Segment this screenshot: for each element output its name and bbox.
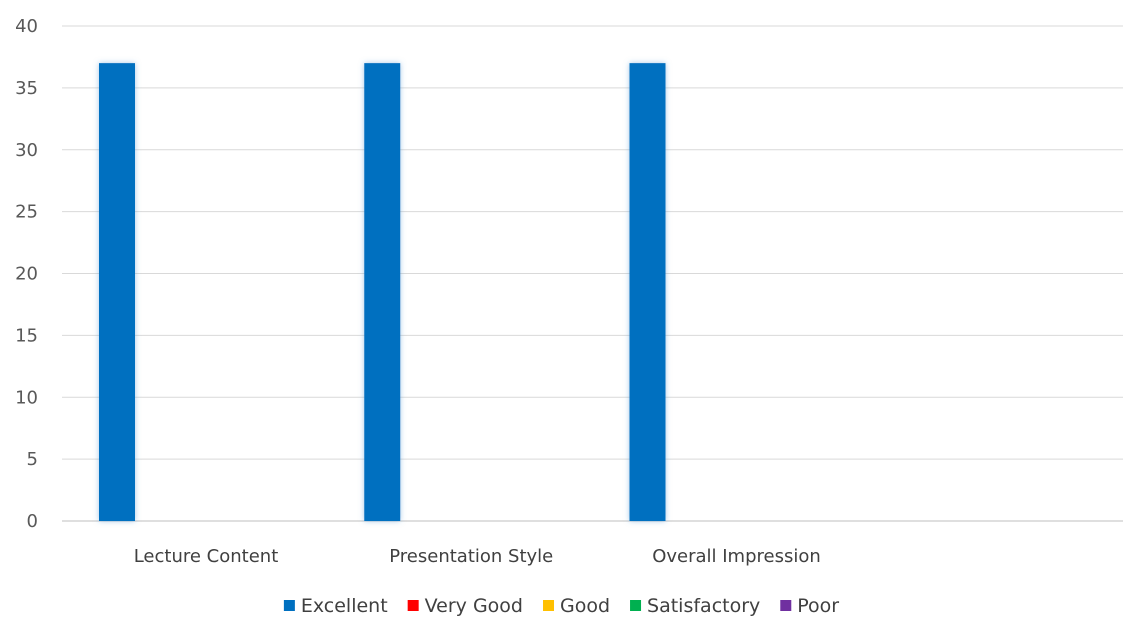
y-tick-label: 5 bbox=[27, 449, 38, 470]
legend-label: Satisfactory bbox=[647, 595, 760, 617]
x-category-label: Presentation Style bbox=[389, 546, 553, 567]
legend-label: Poor bbox=[797, 595, 839, 617]
y-tick-label: 10 bbox=[15, 387, 38, 408]
y-tick-label: 15 bbox=[15, 325, 38, 346]
y-tick-label: 30 bbox=[15, 140, 38, 161]
legend-item-excellent: Excellent bbox=[284, 595, 388, 617]
x-category-label: Overall Impression bbox=[652, 546, 821, 567]
legend-label: Excellent bbox=[301, 595, 388, 617]
legend-item-very-good: Very Good bbox=[408, 595, 523, 617]
bars bbox=[99, 63, 666, 521]
y-tick-label: 0 bbox=[27, 511, 38, 532]
x-category-label: Lecture Content bbox=[134, 546, 279, 567]
legend-swatch bbox=[543, 600, 554, 611]
legend-item-good: Good bbox=[543, 595, 610, 617]
y-tick-label: 40 bbox=[15, 16, 38, 37]
legend-item-satisfactory: Satisfactory bbox=[630, 595, 760, 617]
x-axis-category-labels: Lecture Content Presentation Style Overall… bbox=[134, 546, 821, 567]
y-tick-label: 35 bbox=[15, 78, 38, 99]
bar-excellent bbox=[99, 63, 135, 521]
legend: Excellent Very Good Good Satisfactory Poor bbox=[284, 595, 839, 617]
legend-swatch bbox=[630, 600, 641, 611]
legend-label: Very Good bbox=[425, 595, 523, 617]
legend-swatch bbox=[780, 600, 791, 611]
y-tick-label: 20 bbox=[15, 264, 38, 285]
legend-label: Good bbox=[560, 595, 610, 617]
bar-excellent bbox=[630, 63, 666, 521]
y-tick-label: 25 bbox=[15, 202, 38, 223]
legend-swatch bbox=[284, 600, 295, 611]
legend-item-poor: Poor bbox=[780, 595, 839, 617]
bar-excellent bbox=[364, 63, 400, 521]
gridlines bbox=[62, 26, 1123, 521]
legend-swatch bbox=[408, 600, 419, 611]
y-axis-tick-labels: 0 5 10 15 20 25 30 35 40 bbox=[15, 16, 38, 532]
